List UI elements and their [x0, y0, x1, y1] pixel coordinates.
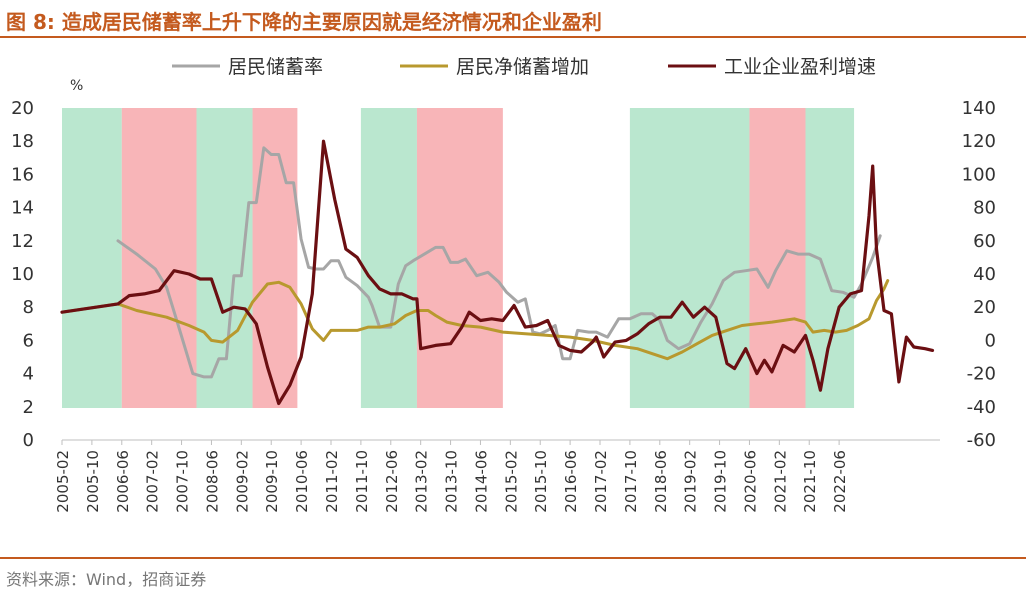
- shaded-period-5: [360, 108, 417, 408]
- shaded-period-2: [121, 108, 197, 408]
- shaded-period-6: [416, 108, 503, 408]
- legend-label-1: 居民储蓄率: [228, 56, 323, 78]
- right-tick-label: 60: [973, 231, 996, 252]
- x-tick-label: 2017-02: [592, 450, 610, 513]
- x-tick-label: 2007-10: [174, 450, 192, 513]
- x-tick-label: 2020-06: [741, 450, 759, 513]
- x-tick-label: 2005-10: [84, 450, 102, 513]
- right-tick-label: 120: [962, 131, 996, 152]
- x-tick-label: 2016-06: [562, 450, 580, 513]
- x-tick-label: 2013-10: [443, 450, 461, 513]
- x-tick-label: 2009-10: [263, 450, 281, 513]
- shaded-period-8: [749, 108, 806, 408]
- x-tick-label: 2019-02: [682, 450, 700, 513]
- left-tick-label: 12: [11, 231, 34, 252]
- legend: 居民储蓄率 居民净储蓄增加 工业企业盈利增速: [172, 56, 876, 78]
- x-tick-label: 2021-02: [771, 450, 789, 513]
- series-line-2: [60, 279, 890, 361]
- left-tick-label: 14: [11, 198, 34, 219]
- left-tick-label: 18: [11, 131, 34, 152]
- right-tick-label: -40: [967, 397, 996, 418]
- x-tick-label: 2011-02: [323, 450, 341, 513]
- figure-title: 图 8: 造成居民储蓄率上升下降的主要原因就是经济情况和企业盈利: [6, 10, 602, 34]
- x-tick-label: 2018-06: [652, 450, 670, 513]
- left-tick-label: 2: [23, 397, 34, 418]
- x-axis: 2005-02 2005-10 2006-06 2007-02 2007-10 2008-…: [54, 439, 940, 513]
- left-tick-label: 10: [11, 264, 34, 285]
- x-tick-label: 2015-10: [532, 450, 550, 513]
- footer-rule: [0, 557, 1026, 559]
- x-tick-label: 2009-02: [233, 450, 251, 513]
- x-tick-label: 2007-02: [144, 450, 162, 513]
- x-tick-label: 2017-10: [622, 450, 640, 513]
- x-tick-label: 2015-02: [502, 450, 520, 513]
- shaded-periods: [62, 108, 855, 408]
- left-axis: 0 2 4 6 8 10 12 14 16 18 20: [11, 98, 34, 451]
- left-tick-label: 4: [23, 364, 34, 385]
- right-tick-label: 140: [962, 98, 996, 119]
- right-axis: -60 -40 -20 0 20 40 60 80 100 120 140: [962, 98, 996, 451]
- x-tick-label: 2022-06: [831, 450, 849, 513]
- shaded-period-4: [252, 108, 298, 408]
- right-tick-label: -60: [967, 430, 996, 451]
- x-tick-label: 2012-06: [383, 450, 401, 513]
- left-tick-label: 8: [23, 297, 34, 318]
- series-line-1: [116, 146, 882, 379]
- shaded-period-7: [629, 108, 750, 408]
- x-tick-label: 2014-06: [472, 450, 490, 513]
- left-tick-label: 16: [11, 164, 34, 185]
- left-tick-label: 6: [23, 330, 34, 351]
- shaded-period-1: [62, 108, 122, 408]
- x-tick-label: 2005-02: [54, 450, 72, 513]
- legend-label-2: 居民净储蓄增加: [456, 56, 589, 78]
- right-tick-label: 80: [973, 198, 996, 219]
- right-tick-label: 20: [973, 297, 996, 318]
- right-tick-label: 40: [973, 264, 996, 285]
- x-tick-label: 2011-10: [353, 450, 371, 513]
- series-lines: [60, 139, 935, 406]
- series-line-3: [60, 139, 935, 406]
- right-tick-label: -20: [967, 364, 996, 385]
- x-tick-label: 2021-10: [801, 450, 819, 513]
- unit-label: %: [70, 78, 83, 94]
- x-tick-label: 2019-10: [712, 450, 730, 513]
- left-tick-label: 0: [23, 430, 34, 451]
- x-tick-label: 2006-06: [114, 450, 132, 513]
- x-tick-label: 2013-02: [413, 450, 431, 513]
- right-tick-label: 100: [962, 164, 996, 185]
- title-rule: [0, 36, 1026, 38]
- legend-label-3: 工业企业盈利增速: [724, 56, 876, 78]
- chart: 0 2 4 6 8 10 12 14 16 18 20 -60 -40 -20 0 20 40 60 80 100 1…: [11, 56, 996, 513]
- x-tick-label: 2010-06: [293, 450, 311, 513]
- source-note: 资料来源：Wind，招商证券: [6, 570, 207, 589]
- left-tick-label: 20: [11, 98, 34, 119]
- x-tick-label: 2008-06: [203, 450, 221, 513]
- right-tick-label: 0: [985, 330, 996, 351]
